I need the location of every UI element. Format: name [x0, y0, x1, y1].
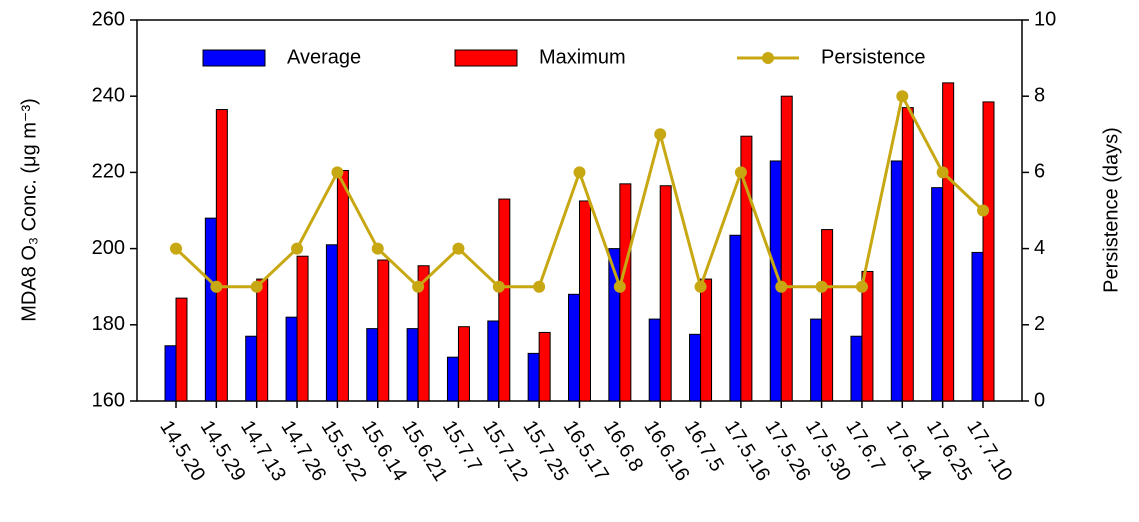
- point: [977, 204, 989, 217]
- y-axis-label: MDA8 O₃ Conc. (μg m⁻³): [18, 98, 40, 322]
- y-tick-label: 160: [92, 389, 125, 411]
- point: [936, 166, 949, 179]
- point: [613, 280, 626, 293]
- bar: [740, 135, 753, 402]
- point: [734, 166, 747, 179]
- y2-axis-label: Persistence (days): [1100, 127, 1122, 293]
- bar: [689, 333, 702, 402]
- bar: [931, 187, 944, 402]
- legend-swatch: [202, 49, 266, 67]
- bar: [336, 169, 349, 402]
- point: [654, 128, 667, 141]
- point: [492, 280, 505, 293]
- point: [170, 242, 182, 255]
- bar: [285, 316, 298, 402]
- bar: [457, 326, 470, 402]
- point: [896, 90, 909, 103]
- point: [815, 280, 828, 293]
- bar: [296, 255, 309, 402]
- bar: [366, 328, 379, 402]
- point: [250, 280, 263, 293]
- bar: [325, 244, 338, 402]
- bar: [821, 229, 834, 402]
- bar: [164, 345, 177, 402]
- point: [291, 242, 304, 255]
- point: [573, 166, 586, 179]
- y-tick-label: 220: [92, 161, 125, 183]
- y2-tick-label: 10: [1034, 8, 1056, 30]
- legend-swatch: [454, 49, 518, 67]
- bar: [377, 259, 390, 402]
- bar: [850, 335, 863, 402]
- legend-swatch: [762, 52, 774, 64]
- bar: [498, 198, 511, 402]
- point: [331, 166, 344, 179]
- bar: [579, 200, 591, 402]
- bar: [446, 356, 459, 402]
- bar: [861, 270, 874, 402]
- point: [533, 280, 546, 293]
- y2-tick-label: 6: [1034, 161, 1045, 183]
- point: [371, 242, 384, 255]
- bar: [810, 318, 823, 402]
- y-tick-label: 260: [92, 8, 125, 30]
- bar: [659, 185, 672, 402]
- bar: [487, 320, 500, 402]
- y2-tick-label: 8: [1034, 84, 1045, 106]
- y2-tick-label: 2: [1034, 313, 1045, 335]
- bar: [527, 352, 540, 402]
- point: [775, 280, 788, 293]
- point: [210, 280, 223, 293]
- bar: [204, 217, 217, 402]
- bar: [568, 293, 580, 402]
- y2-tick-label: 4: [1034, 237, 1045, 259]
- bar: [971, 251, 984, 402]
- y2-tick-label: 0: [1034, 389, 1045, 411]
- bar: [256, 278, 269, 402]
- bar: [648, 318, 661, 402]
- bar: [700, 278, 713, 402]
- point: [855, 280, 868, 293]
- bar: [245, 335, 258, 402]
- y-tick-label: 240: [92, 84, 125, 106]
- bar: [942, 82, 955, 402]
- point: [694, 280, 707, 293]
- legend-label: Average: [287, 46, 361, 68]
- bar: [538, 331, 551, 402]
- bar: [729, 234, 742, 402]
- bar: [175, 297, 188, 402]
- y-tick-label: 200: [92, 237, 125, 259]
- legend-label: Maximum: [539, 46, 626, 68]
- legend-label: Persistence: [821, 46, 926, 68]
- bar: [417, 265, 430, 402]
- bar: [215, 109, 228, 402]
- bar: [406, 328, 419, 402]
- point: [452, 242, 465, 255]
- y-tick-label: 180: [92, 313, 125, 335]
- bar: [780, 95, 793, 402]
- bar: [901, 107, 914, 402]
- bar: [890, 160, 903, 402]
- point: [412, 280, 425, 293]
- bar: [982, 101, 995, 402]
